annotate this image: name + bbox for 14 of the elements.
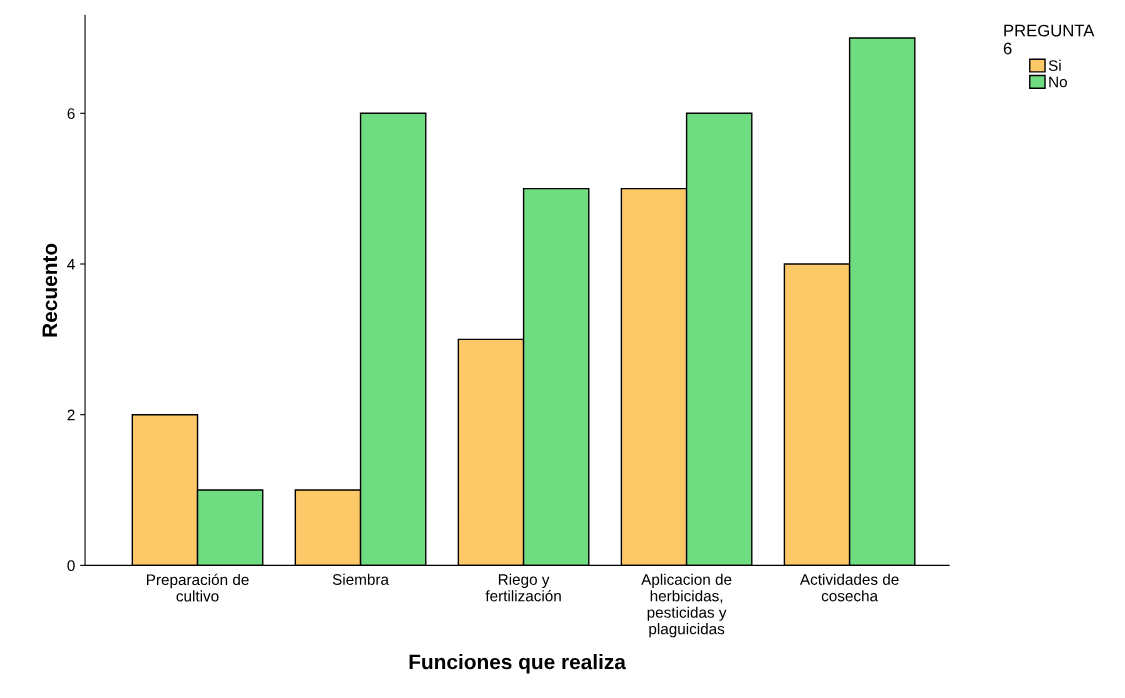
legend-label: No <box>1049 76 1067 88</box>
x-tick-label: Preparación de cultivo <box>146 573 249 602</box>
y-tick-label: 0 <box>67 560 75 572</box>
y-axis-title: Recuento <box>42 243 58 337</box>
y-tick-label: 2 <box>67 409 75 421</box>
x-tick-label: Siembra <box>332 573 389 585</box>
x-tick-label: Actividades de cosecha <box>799 573 899 602</box>
legend-label: Si <box>1048 59 1061 71</box>
x-tick-label: Aplicacion de herbicidas, pesticidas y plaguicidas <box>641 573 732 638</box>
legend-title: PREGUNTA 6 <box>1003 24 1095 55</box>
x-axis-title: Funciones que realiza <box>409 653 627 674</box>
x-tick-label: Riego y fertilización <box>485 573 561 602</box>
y-tick-label: 6 <box>67 108 75 119</box>
y-tick-label: 4 <box>67 259 75 270</box>
